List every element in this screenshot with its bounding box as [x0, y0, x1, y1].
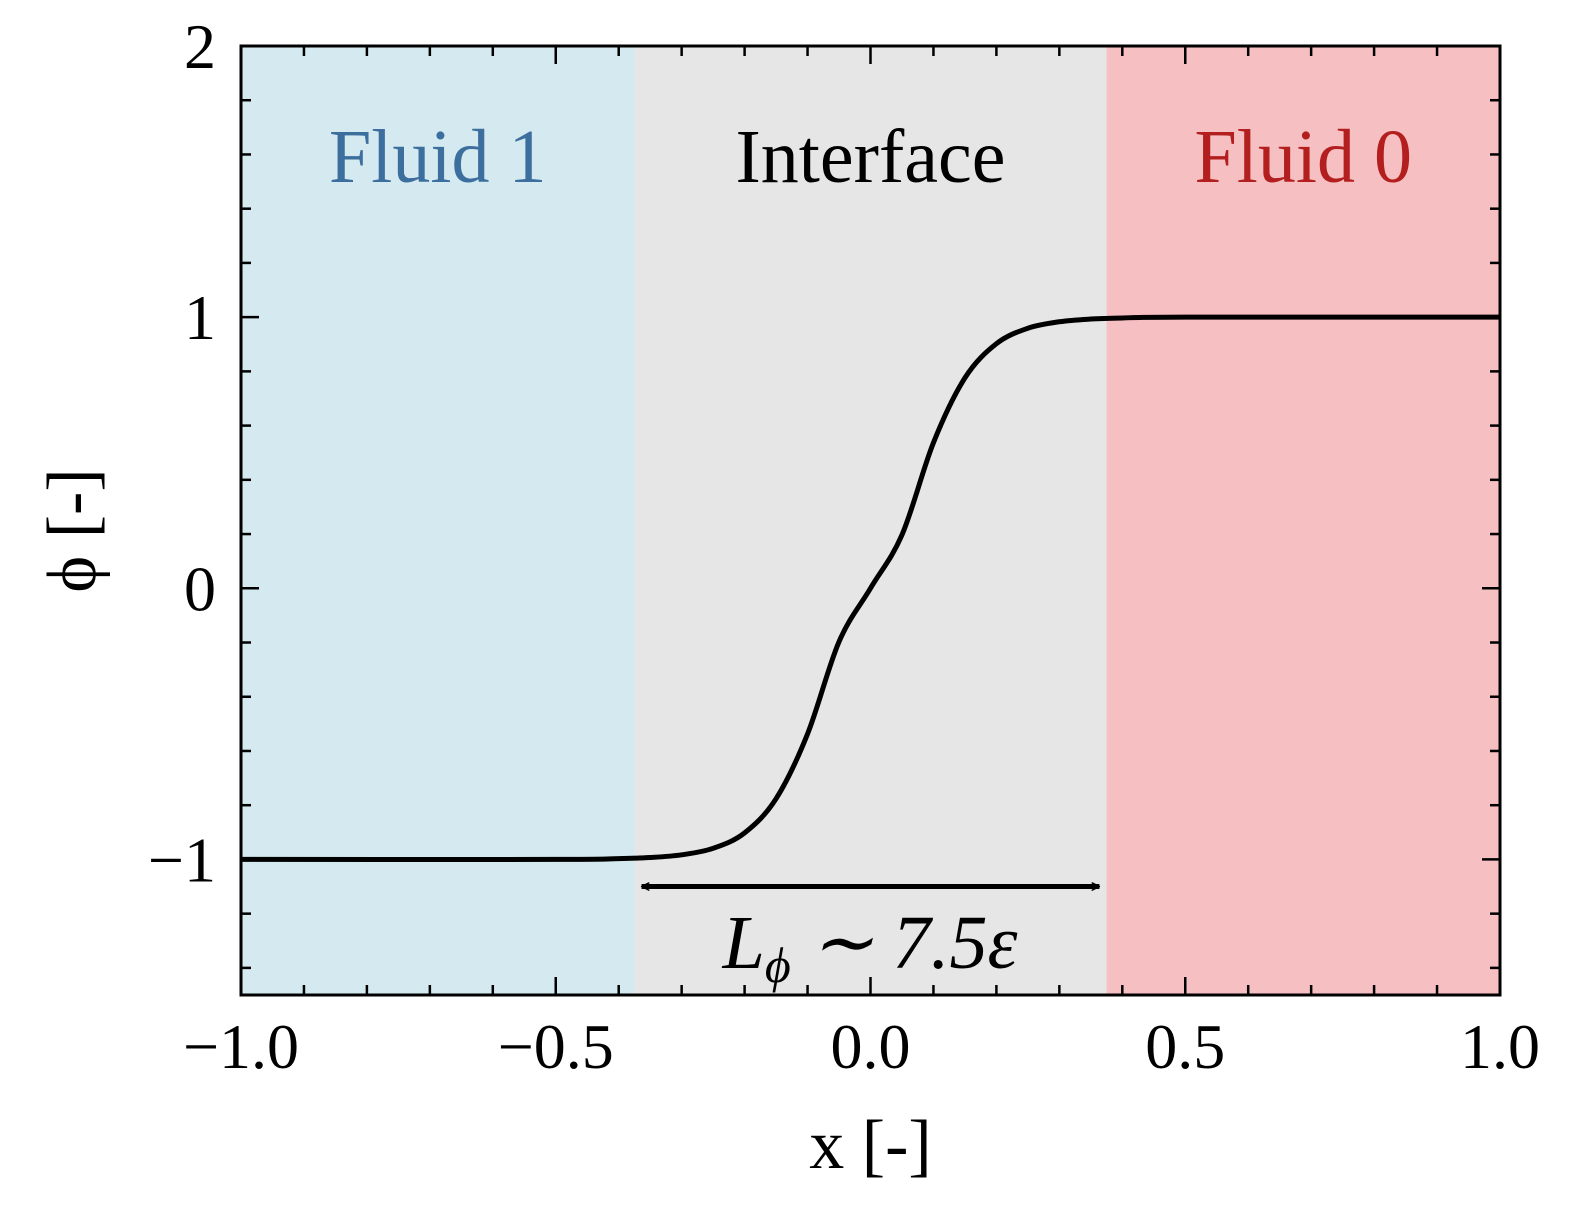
region-group: Fluid 1 Interface Fluid 0	[241, 46, 1500, 995]
x-tick-label: −0.5	[498, 1011, 614, 1082]
plot-frame	[239, 44, 1502, 997]
x-tick-label: 0.5	[1145, 1011, 1225, 1082]
label-main: L	[722, 901, 765, 985]
x-tick-label: −1.0	[183, 1011, 299, 1082]
region-fluid-1	[241, 46, 635, 995]
y-tick-label: 0	[184, 553, 216, 624]
region-label-2: Fluid 0	[1195, 115, 1413, 199]
label-subscript: ϕ	[765, 937, 791, 993]
interface-width-label: Lϕ ∼ 7.5ε	[722, 901, 1018, 993]
y-tick-label: 2	[184, 11, 216, 82]
x-tick-label: 1.0	[1460, 1011, 1540, 1082]
series-group	[240, 314, 1501, 862]
y-axis-title: ϕ [-]	[34, 468, 111, 592]
tick-label-group: −1.0 −0.5 0.0 0.5 1.0 −1 0 1 2	[148, 11, 1540, 1082]
phi-profile-line	[240, 314, 1501, 862]
region-interface	[634, 46, 1107, 995]
y-tick-label: −1	[148, 824, 216, 895]
y-tick-label: 1	[184, 282, 216, 353]
region-label-1: Interface	[736, 115, 1006, 199]
region-label-0: Fluid 1	[329, 115, 547, 199]
region-fluid-0	[1106, 46, 1500, 995]
annotation-group: Lϕ ∼ 7.5ε	[640, 882, 1101, 993]
x-tick-label: 0.0	[831, 1011, 911, 1082]
x-axis-title: x [-]	[809, 1107, 931, 1184]
label-rest: ∼ 7.5ε	[791, 901, 1018, 985]
